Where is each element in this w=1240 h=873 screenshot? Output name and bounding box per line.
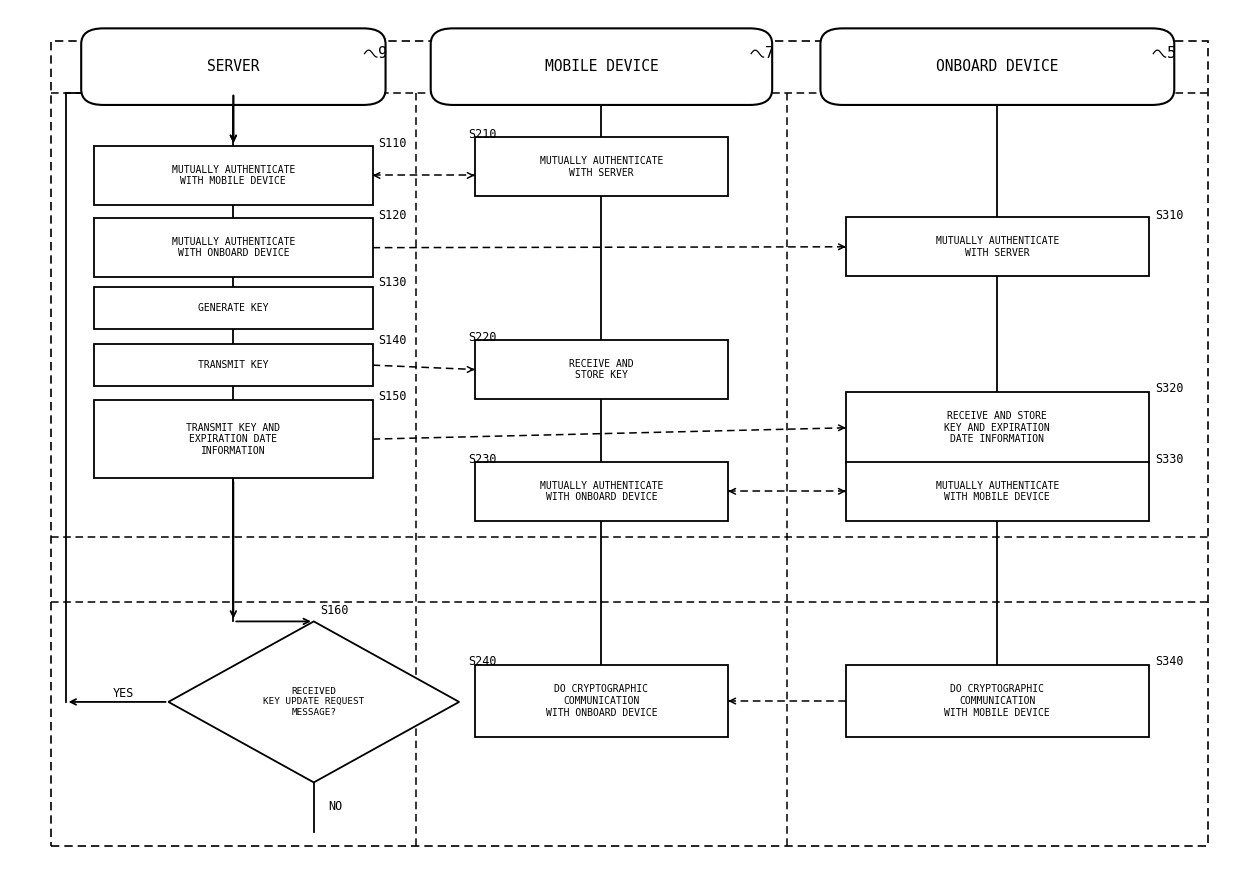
Text: NO: NO (329, 800, 343, 813)
Text: S340: S340 (1156, 655, 1184, 668)
Bar (94, 218, 372, 278)
Bar (94, 146, 372, 205)
Bar (846, 462, 1149, 521)
Text: RECEIVED
KEY UPDATE REQUEST
MESSAGE?: RECEIVED KEY UPDATE REQUEST MESSAGE? (263, 687, 365, 717)
Text: MUTUALLY AUTHENTICATE
WITH SERVER: MUTUALLY AUTHENTICATE WITH SERVER (539, 156, 663, 177)
Text: RECEIVE AND STORE
KEY AND EXPIRATION
DATE INFORMATION: RECEIVE AND STORE KEY AND EXPIRATION DAT… (945, 411, 1050, 444)
Text: S320: S320 (1156, 382, 1184, 395)
Text: DO CRYPTOGRAPHIC
COMMUNICATION
WITH MOBILE DEVICE: DO CRYPTOGRAPHIC COMMUNICATION WITH MOBI… (945, 684, 1050, 718)
FancyBboxPatch shape (430, 28, 773, 105)
Text: 5: 5 (1167, 46, 1176, 61)
Text: GENERATE KEY: GENERATE KEY (198, 303, 269, 313)
Bar (475, 665, 728, 737)
Text: S220: S220 (469, 331, 497, 344)
FancyBboxPatch shape (821, 28, 1174, 105)
FancyBboxPatch shape (81, 28, 386, 105)
Text: ONBOARD DEVICE: ONBOARD DEVICE (936, 59, 1059, 74)
Text: RECEIVE AND
STORE KEY: RECEIVE AND STORE KEY (569, 359, 634, 381)
Bar (475, 340, 728, 399)
Text: TRANSMIT KEY: TRANSMIT KEY (198, 361, 269, 370)
Text: DO CRYPTOGRAPHIC
COMMUNICATION
WITH ONBOARD DEVICE: DO CRYPTOGRAPHIC COMMUNICATION WITH ONBO… (546, 684, 657, 718)
Text: S210: S210 (469, 128, 497, 141)
Bar (94, 344, 372, 386)
Text: S120: S120 (378, 210, 407, 223)
Text: MUTUALLY AUTHENTICATE
WITH MOBILE DEVICE: MUTUALLY AUTHENTICATE WITH MOBILE DEVICE (171, 165, 295, 186)
Text: S240: S240 (469, 655, 497, 668)
Text: S110: S110 (378, 137, 407, 150)
Bar (846, 392, 1149, 464)
Text: S310: S310 (1156, 209, 1184, 222)
Bar (475, 462, 728, 521)
Text: MUTUALLY AUTHENTICATE
WITH ONBOARD DEVICE: MUTUALLY AUTHENTICATE WITH ONBOARD DEVIC… (539, 480, 663, 502)
Polygon shape (169, 622, 459, 782)
Text: S150: S150 (378, 389, 407, 402)
Text: MUTUALLY AUTHENTICATE
WITH SERVER: MUTUALLY AUTHENTICATE WITH SERVER (936, 236, 1059, 258)
Text: S130: S130 (378, 277, 407, 290)
Text: 9: 9 (378, 46, 387, 61)
Text: S230: S230 (469, 453, 497, 466)
Text: 7: 7 (765, 46, 774, 61)
Text: S140: S140 (378, 333, 407, 347)
Text: SERVER: SERVER (207, 59, 259, 74)
Bar (846, 665, 1149, 737)
Text: MUTUALLY AUTHENTICATE
WITH MOBILE DEVICE: MUTUALLY AUTHENTICATE WITH MOBILE DEVICE (936, 480, 1059, 502)
Bar (475, 137, 728, 196)
Text: S330: S330 (1156, 453, 1184, 466)
Text: S160: S160 (320, 604, 348, 617)
Text: TRANSMIT KEY AND
EXPIRATION DATE
INFORMATION: TRANSMIT KEY AND EXPIRATION DATE INFORMA… (186, 423, 280, 456)
Bar (94, 287, 372, 328)
Bar (94, 400, 372, 478)
Text: YES: YES (113, 687, 134, 700)
Text: MOBILE DEVICE: MOBILE DEVICE (544, 59, 658, 74)
Bar (846, 217, 1149, 277)
Text: MUTUALLY AUTHENTICATE
WITH ONBOARD DEVICE: MUTUALLY AUTHENTICATE WITH ONBOARD DEVIC… (171, 237, 295, 258)
